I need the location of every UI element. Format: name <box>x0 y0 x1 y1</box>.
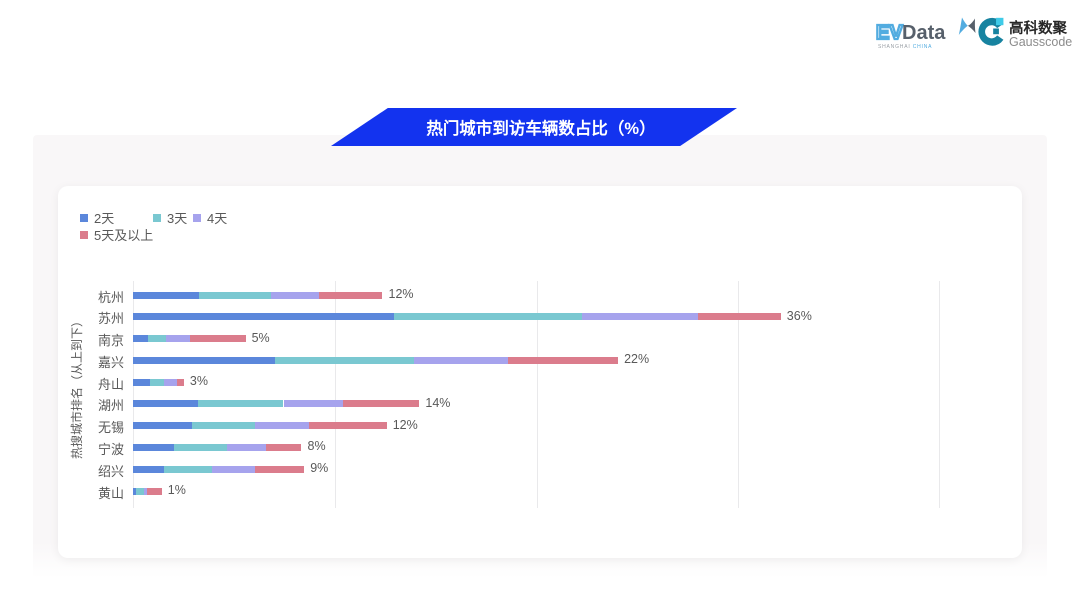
svg-text:SHANGHAI CHINA: SHANGHAI CHINA <box>878 44 932 50</box>
svg-text:Gausscode: Gausscode <box>1009 35 1072 49</box>
svg-text:Data: Data <box>902 22 946 44</box>
svg-text:EV: EV <box>876 22 903 44</box>
